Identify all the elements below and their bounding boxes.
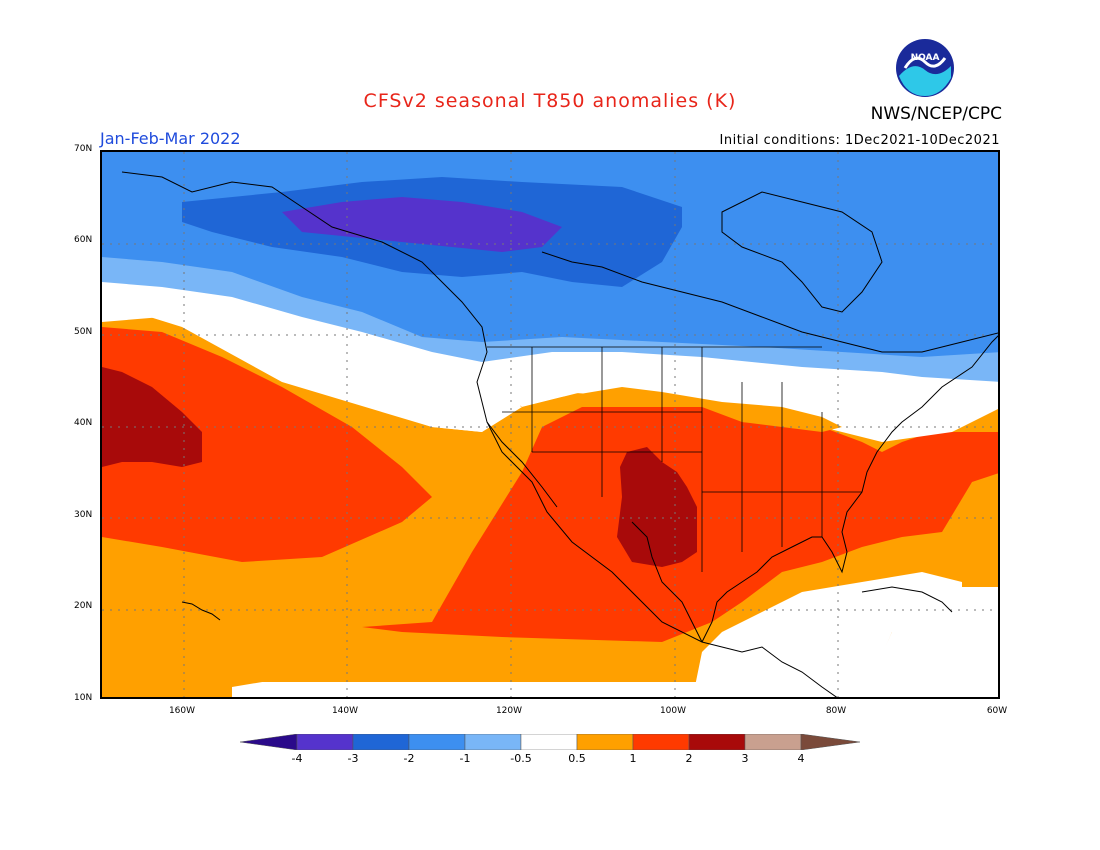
anomaly-region-white-north-us xyxy=(482,352,998,442)
lat-label-60n: 60N xyxy=(74,235,93,245)
state-borders xyxy=(487,346,862,572)
lat-label-30n: 30N xyxy=(74,510,93,520)
lon-label-120w: 120W xyxy=(495,706,523,716)
colorbar-p3-4 xyxy=(744,734,802,750)
lat-label-20n: 20N xyxy=(74,601,93,611)
anomaly-region-darkred-pacific xyxy=(102,367,202,467)
colorbar-label-p1: 1 xyxy=(629,752,637,765)
colorbar-neg1-neg05 xyxy=(464,734,522,750)
organization-label: NWS/NCEP/CPC xyxy=(870,104,1002,124)
colorbar-label-neg05: -0.5 xyxy=(510,752,532,765)
coastlines xyxy=(121,171,998,697)
lon-label-100w: 100W xyxy=(659,706,687,716)
lat-label-10n: 10N xyxy=(74,693,93,703)
colorbar-label-neg4: -4 xyxy=(291,752,303,765)
lon-label-60w: 60W xyxy=(986,706,1008,716)
anomaly-region-purple xyxy=(282,197,562,252)
colorbar-label-neg3: -3 xyxy=(347,752,359,765)
season-label: Jan-Feb-Mar 2022 xyxy=(100,129,241,148)
lon-label-140w: 140W xyxy=(331,706,359,716)
colorbar-p1-2 xyxy=(632,734,690,750)
anomaly-map-svg xyxy=(102,152,998,697)
colorbar-label-p3: 3 xyxy=(741,752,749,765)
chart-title: CFSv2 seasonal T850 anomalies (K) xyxy=(363,90,737,112)
colorbar-label-p05: 0.5 xyxy=(568,752,586,765)
noaa-logo: NOAA xyxy=(896,39,954,97)
colorbar-neutral xyxy=(520,734,578,750)
lon-label-80w: 80W xyxy=(825,706,847,716)
colorbar-p05-1 xyxy=(576,734,634,750)
colorbar-label-p2: 2 xyxy=(685,752,693,765)
anomaly-region-darkred-texas xyxy=(617,447,697,567)
colorbar-lt-neg4 xyxy=(240,734,298,750)
anomaly-region-orange-southwest xyxy=(102,537,682,697)
lat-label-40n: 40N xyxy=(74,418,93,428)
anomaly-region-white-band xyxy=(102,297,522,432)
colorbar-label-p4: 4 xyxy=(797,752,805,765)
anomaly-region-white-bottom xyxy=(232,682,702,697)
anomaly-map xyxy=(100,150,1000,699)
initial-conditions-label: Initial conditions: 1Dec2021-10Dec2021 xyxy=(719,133,1000,148)
colorbar xyxy=(240,734,860,750)
colorbar-label-neg1: -1 xyxy=(459,752,471,765)
noaa-logo-text: NOAA xyxy=(911,53,940,63)
lon-label-160w: 160W xyxy=(168,706,196,716)
lat-label-50n: 50N xyxy=(74,327,93,337)
anomaly-region-white-caribbean xyxy=(692,572,962,697)
colorbar-neg2-neg1 xyxy=(408,734,466,750)
colorbar-gt4 xyxy=(800,734,860,750)
colorbar-neg3-neg2 xyxy=(352,734,410,750)
colorbar-label-neg2: -2 xyxy=(403,752,415,765)
colorbar-neg4-neg3 xyxy=(296,734,354,750)
lat-label-70n: 70N xyxy=(74,144,93,154)
colorbar-p2-3 xyxy=(688,734,746,750)
